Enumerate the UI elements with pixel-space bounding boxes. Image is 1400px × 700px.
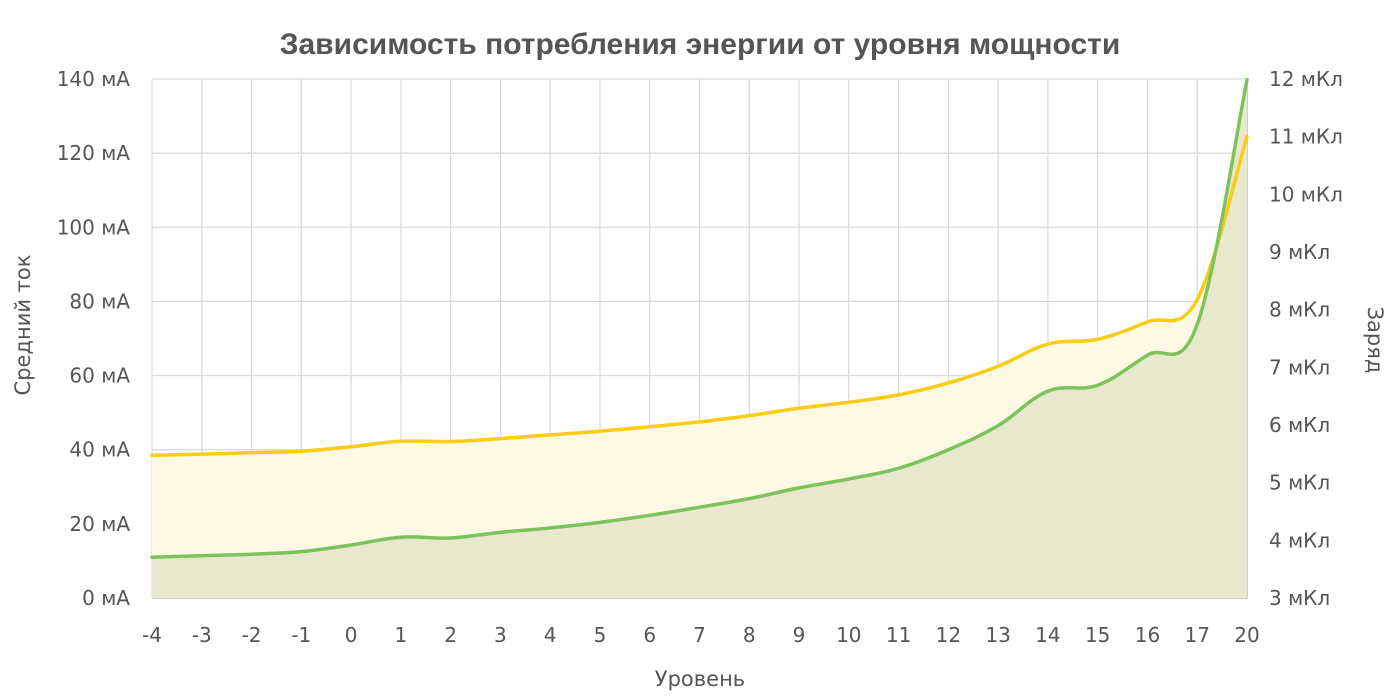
x-tick-label: 12	[936, 623, 961, 647]
series-0-line	[150, 134, 1249, 458]
x-tick-label: 16	[1135, 623, 1160, 647]
y-left-tick-label: 140 мА	[57, 67, 131, 91]
x-tick-label: 6	[643, 623, 656, 647]
x-tick-label: 4	[544, 623, 557, 647]
lines	[150, 77, 1249, 559]
y-left-tick-label: 80 мА	[69, 289, 130, 313]
y-right-tick-label: 4 мКл	[1269, 528, 1330, 552]
x-tick-label: 11	[886, 623, 911, 647]
y-right-tick-label: 5 мКл	[1269, 471, 1330, 495]
x-tick-label: 20	[1234, 623, 1259, 647]
x-tick-label: 15	[1085, 623, 1110, 647]
x-tick-label: -4	[142, 623, 162, 647]
y-right-tick-label: 3 мКл	[1269, 586, 1330, 610]
y-left-tick-label: 40 мА	[69, 438, 130, 462]
y-left-tick-label: 0 мА	[82, 586, 130, 610]
x-tick-label: -2	[242, 623, 262, 647]
y-right-tick-label: 12 мКл	[1269, 67, 1343, 91]
y-right-tick-label: 8 мКл	[1269, 298, 1330, 322]
x-tick-label: 17	[1185, 623, 1210, 647]
y-left-tick-label: 120 мА	[57, 141, 131, 165]
y-axis-left-label: Средний ток	[11, 255, 35, 396]
x-tick-label: 0	[345, 623, 358, 647]
x-tick-label: 2	[444, 623, 457, 647]
y-right-tick-label: 6 мКл	[1269, 413, 1330, 437]
y-right-tick-label: 7 мКл	[1269, 355, 1330, 379]
x-tick-label: 13	[985, 623, 1010, 647]
x-tick-label: 5	[594, 623, 607, 647]
areas	[152, 79, 1247, 599]
x-tick-label: 10	[836, 623, 861, 647]
x-tick-label: 8	[743, 623, 756, 647]
x-tick-label: -1	[291, 623, 311, 647]
y-right-tick-label: 11 мКл	[1269, 125, 1343, 149]
x-tick-label: 14	[1035, 623, 1060, 647]
y-right-tick-label: 9 мКл	[1269, 240, 1330, 264]
chart-title: Зависимость потребления энергии от уровн…	[280, 28, 1121, 61]
x-tick-label: 3	[494, 623, 507, 647]
x-tick-label: 7	[693, 623, 706, 647]
y-left-tick-label: 60 мА	[69, 364, 130, 388]
x-tick-label: 9	[793, 623, 806, 647]
x-tick-label: -3	[192, 623, 212, 647]
y-left-tick-label: 100 мА	[57, 215, 131, 239]
x-axis-label: Уровень	[655, 667, 745, 691]
y-axis-right-label: Заряд	[1363, 307, 1387, 374]
y-right-tick-label: 10 мКл	[1269, 182, 1343, 206]
series-1-line	[150, 77, 1249, 559]
x-tick-label: 1	[394, 623, 407, 647]
ticks: -4 -3 -2 -1 0 1 2 3 4 5 6 7 8 9 10 11 12 13 14 15 16 17 200 мА…	[57, 67, 1343, 647]
series-1-area	[152, 79, 1247, 598]
y-left-tick-label: 20 мА	[69, 512, 130, 536]
